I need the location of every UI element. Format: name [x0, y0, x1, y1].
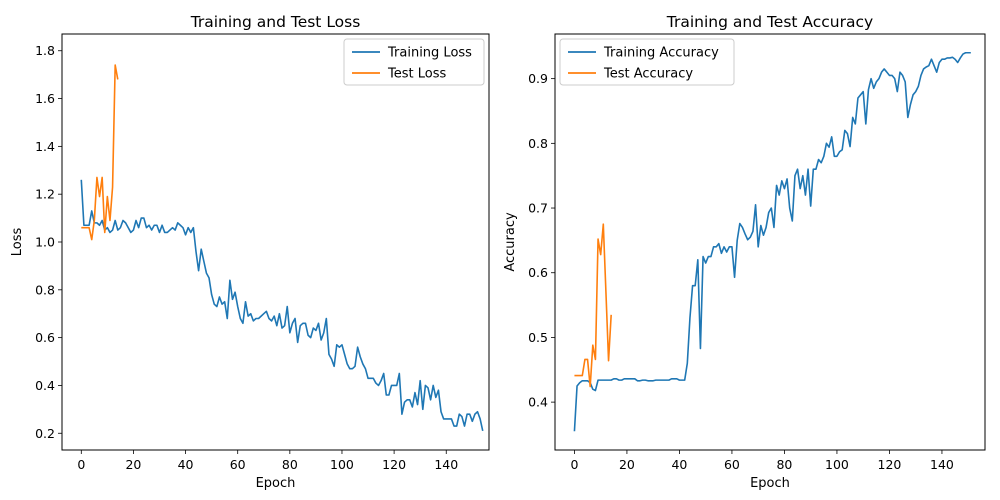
- accuracy-x-tick-label: 60: [724, 457, 740, 472]
- accuracy-y-tick-label: 0.6: [528, 265, 548, 280]
- accuracy-legend-box: [559, 38, 735, 86]
- accuracy-legend: Training Accuracy Test Accuracy: [559, 38, 735, 86]
- accuracy-y-tick-label: 0.7: [528, 201, 548, 216]
- loss-x-tick-label: 60: [230, 457, 246, 472]
- loss-y-tick-label: 1.0: [35, 235, 55, 250]
- loss-y-tick-label: 0.2: [35, 426, 55, 441]
- loss-legend-entry: Test Loss: [387, 67, 446, 82]
- accuracy-x-tick-label: 100: [825, 457, 849, 472]
- loss-y-tick-label: 1.8: [35, 43, 55, 58]
- loss-x-tick-label: 140: [434, 457, 458, 472]
- accuracy-x-tick-label: 120: [878, 457, 902, 472]
- loss-x-axis-label: Epoch: [256, 476, 296, 491]
- loss-x-tick-label: 120: [382, 457, 406, 472]
- accuracy-legend-entry: Test Accuracy: [603, 67, 693, 82]
- loss-y-tick-label: 1.2: [35, 187, 55, 202]
- accuracy-x-tick-label: 140: [930, 457, 954, 472]
- accuracy-x-tick-label: 20: [619, 457, 635, 472]
- loss-y-tick-label: 0.6: [35, 330, 55, 345]
- accuracy-series-test-line: [574, 223, 612, 388]
- loss-x-tick-label: 80: [282, 457, 298, 472]
- loss-y-axis-label: Loss: [10, 228, 25, 257]
- accuracy-chart: 0 20 40 60 80 100 120 140 0.4 0.5 0.6 0.7 0.8 0.9 Trai…: [503, 13, 986, 491]
- accuracy-y-axis-label: Accuracy: [503, 212, 518, 272]
- loss-x-tick-label: 0: [77, 457, 85, 472]
- loss-x-tick-label: 100: [330, 457, 354, 472]
- loss-y-tick-label: 0.8: [35, 282, 55, 297]
- accuracy-x-tick-label: 40: [671, 457, 687, 472]
- loss-legend: Training Loss Test Loss: [343, 38, 485, 86]
- loss-y-tick-label: 0.4: [35, 378, 55, 393]
- accuracy-plot-frame: [554, 33, 986, 451]
- loss-x-tick-label: 40: [178, 457, 194, 472]
- accuracy-x-axis-label: Epoch: [750, 476, 790, 491]
- accuracy-y-tick-label: 0.4: [528, 395, 548, 410]
- accuracy-y-tick-label: 0.8: [528, 136, 548, 151]
- accuracy-series-training-line: [573, 51, 971, 432]
- loss-legend-entry: Training Loss: [387, 46, 472, 61]
- accuracy-chart-title: Training and Test Accuracy: [666, 13, 873, 31]
- accuracy-x-tick-label: 0: [570, 457, 578, 472]
- loss-chart-title: Training and Test Loss: [190, 13, 361, 31]
- loss-y-tick-label: 1.4: [35, 139, 55, 154]
- accuracy-x-tick-label: 80: [776, 457, 792, 472]
- loss-y-tick-label: 1.6: [35, 91, 55, 106]
- accuracy-legend-entry: Training Accuracy: [603, 46, 719, 61]
- loss-chart: 0 20 40 60 80 100 120 140 0.2 0.4 0.6 0.8 1.0 1.2 1.4 1…: [10, 13, 490, 491]
- accuracy-y-tick-label: 0.5: [528, 330, 548, 345]
- loss-x-tick-label: 20: [125, 457, 141, 472]
- accuracy-y-tick-label: 0.9: [528, 71, 548, 86]
- loss-series-training-line: [80, 179, 484, 432]
- loss-series-test-line: [81, 64, 119, 241]
